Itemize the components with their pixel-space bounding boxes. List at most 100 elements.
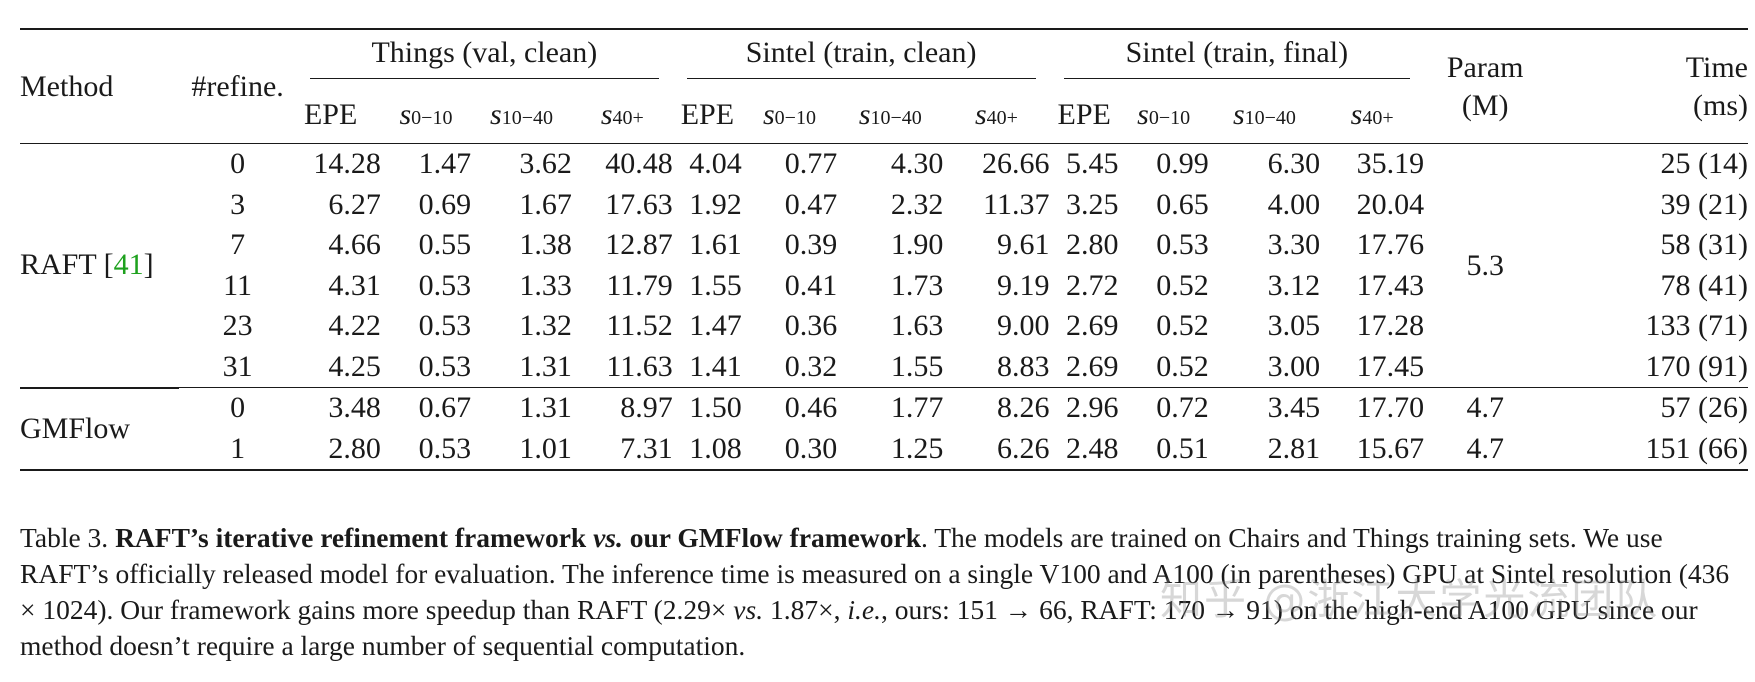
header-s-40plus: s40+ <box>600 97 644 131</box>
value-cell: 1.33 <box>519 268 572 302</box>
time-cell: 58 (31) <box>1660 228 1748 262</box>
value-cell: 2.69 <box>1066 349 1119 383</box>
value-cell: 4.30 <box>890 147 944 181</box>
value-cell: 40.48 <box>605 147 673 181</box>
method-cell-raft: RAFT [41] <box>20 143 180 389</box>
value-cell: 1.41 <box>689 349 742 383</box>
value-cell: 3.00 <box>1267 349 1321 383</box>
header-refine: #refine. <box>191 69 284 103</box>
value-cell: 1.32 <box>519 309 572 343</box>
param-cell: 5.3 <box>1466 248 1504 282</box>
value-cell: 0.41 <box>784 268 838 302</box>
table-row: RAFT [41] 0 14.28 1.47 3.62 40.48 4.04 0.77 4.30… <box>20 143 1748 389</box>
refine-cell: 11 <box>223 268 253 302</box>
value-cell: 4.66 <box>328 228 381 262</box>
value-cell: 2.32 <box>890 187 944 221</box>
value-cell: 17.63 <box>605 187 673 221</box>
value-cell: 11.63 <box>606 349 673 383</box>
table-row: GMFlow 0 3.48 0.67 1.31 8.97 1.50 0.46 1.77 8.26 2… <box>20 387 1748 471</box>
value-cell: 4.04 <box>689 147 742 181</box>
value-cell: 1.31 <box>519 349 572 383</box>
value-cell: 20.04 <box>1356 187 1425 221</box>
value-cell: 0.53 <box>418 349 472 383</box>
value-cell: 0.67 <box>418 391 472 425</box>
table-caption: Table 3. RAFT’s iterative refinement fra… <box>20 522 1730 661</box>
value-cell: 1.73 <box>890 268 944 302</box>
header-group-sintel-clean: Sintel (train, clean) <box>673 29 1050 86</box>
citation-link[interactable]: 41 <box>113 248 144 282</box>
results-table: Method #refine. Things (val, clean) Sint… <box>20 28 1748 471</box>
value-cell: 3.05 <box>1267 309 1321 343</box>
value-cell: 4.22 <box>328 309 381 343</box>
value-cell: 2.48 <box>1049 428 1119 471</box>
param-cell: 4.7 <box>1424 428 1547 471</box>
header-group-sintel-final: Sintel (train, final) <box>1050 29 1425 86</box>
value-cell: 9.61 <box>997 228 1050 262</box>
value-cell: 1.31 <box>519 391 572 425</box>
value-cell: 3.30 <box>1267 228 1321 262</box>
time-cell: 133 (71) <box>1645 309 1748 343</box>
header-s-40plus: s40+ <box>1350 97 1394 131</box>
gmflow-rows: GMFlow 0 3.48 0.67 1.31 8.97 1.50 0.46 1.77 8.26 2… <box>20 387 1748 471</box>
header-s-10-40: s10−40 <box>858 97 922 131</box>
header-epe: EPE <box>303 97 358 131</box>
value-cell: 0.47 <box>784 187 838 221</box>
value-cell: 0.51 <box>1118 428 1209 471</box>
time-cell: 78 (41) <box>1660 268 1748 302</box>
value-cell: 0.77 <box>784 147 838 181</box>
header-time: Time (ms) <box>1685 51 1748 122</box>
refine-cell: 7 <box>230 228 246 262</box>
value-cell: 8.83 <box>997 349 1050 383</box>
value-cell: 9.00 <box>997 309 1050 343</box>
header-row-metrics: EPE s0−10 s10−40 s40+ EPE s0−10 s10−40 s… <box>20 86 1748 144</box>
refine-cell: 0 <box>230 147 246 181</box>
header-s-0-10: s0−10 <box>762 97 816 131</box>
value-cell: 0.53 <box>418 309 472 343</box>
value-cell: 3.45 <box>1267 391 1321 425</box>
value-cell: 17.70 <box>1356 391 1425 425</box>
value-cell: 1.55 <box>689 268 742 302</box>
header-group-things: Things (val, clean) <box>296 29 673 86</box>
header-param: Param (M) <box>1446 51 1524 122</box>
value-cell: 26.66 <box>982 147 1050 181</box>
refine-cell: 23 <box>222 309 253 343</box>
param-cell: 4.7 <box>1466 391 1504 425</box>
table-row: 7 4.66 0.55 1.38 12.87 1.61 0.39 1.90 9.61 2.80 0.… <box>20 225 1748 266</box>
value-cell: 35.19 <box>1356 147 1425 181</box>
table-row: 31 4.25 0.53 1.31 11.63 1.41 0.32 1.55 8.83 2.69 0… <box>20 347 1748 388</box>
value-cell: 1.77 <box>890 391 944 425</box>
value-cell: 0.52 <box>1156 349 1209 383</box>
value-cell: 17.45 <box>1356 349 1425 383</box>
value-cell: 0.30 <box>741 428 838 471</box>
value-cell: 11.52 <box>606 309 673 343</box>
value-cell: 0.52 <box>1156 268 1209 302</box>
header-epe: EPE <box>1057 97 1111 131</box>
value-cell: 3.48 <box>328 391 381 425</box>
value-cell: 0.52 <box>1156 309 1209 343</box>
value-cell: 1.50 <box>689 391 742 425</box>
value-cell: 8.26 <box>997 391 1050 425</box>
table-row: 1 2.80 0.53 1.01 7.31 1.08 0.30 1.25 6.26 2.48 0.5… <box>20 428 1748 471</box>
raft-rows: RAFT [41] 0 14.28 1.47 3.62 40.48 4.04 0.77 4.30… <box>20 143 1748 389</box>
caption-lead: RAFT’s iterative refinement framework vs… <box>115 522 921 553</box>
header-s-40plus: s40+ <box>974 97 1018 131</box>
value-cell: 4.00 <box>1267 187 1321 221</box>
value-cell: 12.87 <box>605 228 673 262</box>
value-cell: 9.19 <box>997 268 1050 302</box>
value-cell: 0.99 <box>1156 147 1209 181</box>
value-cell: 2.80 <box>295 428 381 471</box>
value-cell: 0.46 <box>784 391 838 425</box>
header-s-0-10: s0−10 <box>1137 97 1191 131</box>
table-row: 23 4.22 0.53 1.32 11.52 1.47 0.36 1.63 9.00 2.69 0… <box>20 306 1748 347</box>
value-cell: 0.55 <box>418 228 472 262</box>
value-cell: 1.63 <box>890 309 944 343</box>
time-cell: 170 (91) <box>1645 349 1748 383</box>
value-cell: 1.90 <box>890 228 944 262</box>
caption-body: . The models are trained on Chairs and T… <box>20 522 1730 625</box>
header-method: Method <box>20 69 114 103</box>
header-row-groups: Method #refine. Things (val, clean) Sint… <box>20 29 1748 122</box>
value-cell: 17.76 <box>1356 228 1425 262</box>
table-row: 11 4.31 0.53 1.33 11.79 1.55 0.41 1.73 9.19 2.72 0… <box>20 266 1748 307</box>
time-cell: 151 (66) <box>1546 428 1748 471</box>
value-cell: 15.67 <box>1320 428 1425 471</box>
